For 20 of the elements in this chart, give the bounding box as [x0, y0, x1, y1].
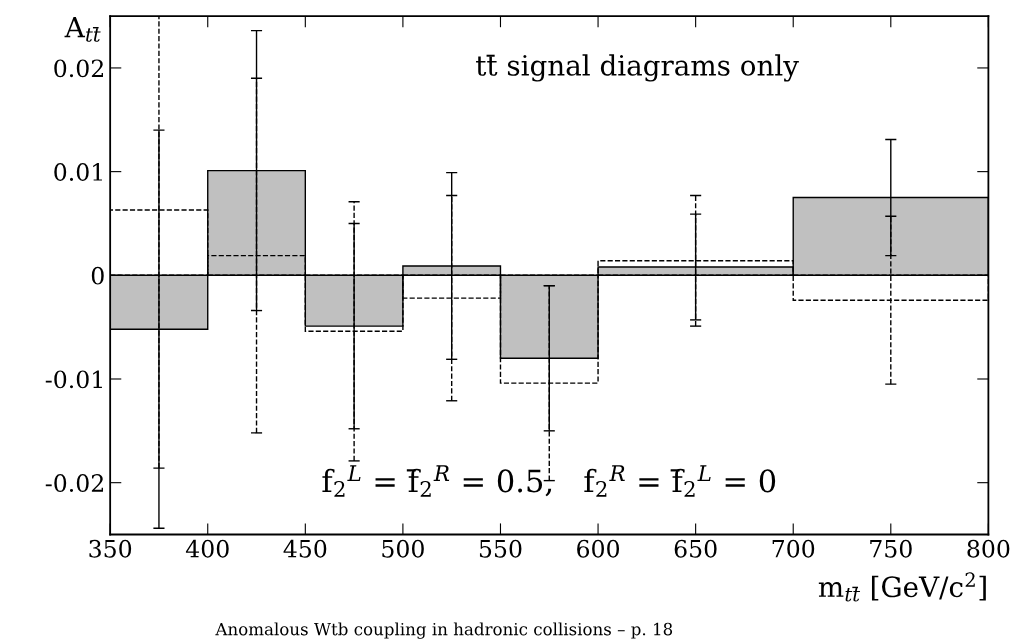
x-tick-label: 800	[967, 539, 1010, 558]
x-tick-label: 400	[185, 539, 229, 558]
x-tick-label: 650	[674, 539, 717, 558]
x-tick-label: 600	[577, 539, 620, 558]
x-tick-label: 750	[870, 539, 912, 558]
y-tick-label: 0	[91, 266, 104, 285]
y-axis-title: A$_{tt̄}$	[64, 16, 101, 42]
x-tick-label: 700	[772, 539, 815, 558]
text: f$_{2}$$^{L}$ = f̄$_{2}$$^{R}$ = 0.5, f$_{2}$$^{R}$ = f̄$_{2}$$^{L}$ = 0	[322, 465, 776, 497]
text: Anomalous Wtb coupling in hadronic collisions – p. 18	[215, 622, 673, 639]
y-tick-label: -0.01	[45, 370, 102, 389]
x-tick-label: 350	[89, 539, 132, 558]
x-tick-label: 450	[283, 539, 327, 558]
y-tick-label: 0.01	[54, 163, 102, 181]
y-tick-label: -0.02	[45, 474, 103, 492]
annotation: tt̄ signal diagrams only	[476, 54, 799, 82]
x-axis-title: m$_{tt̄}$ [GeV/c$^{2}$]	[818, 572, 986, 602]
x-tick-label: 550	[479, 539, 522, 558]
y-tick-label: 0.02	[54, 59, 103, 78]
x-tick-label: 500	[382, 539, 424, 558]
